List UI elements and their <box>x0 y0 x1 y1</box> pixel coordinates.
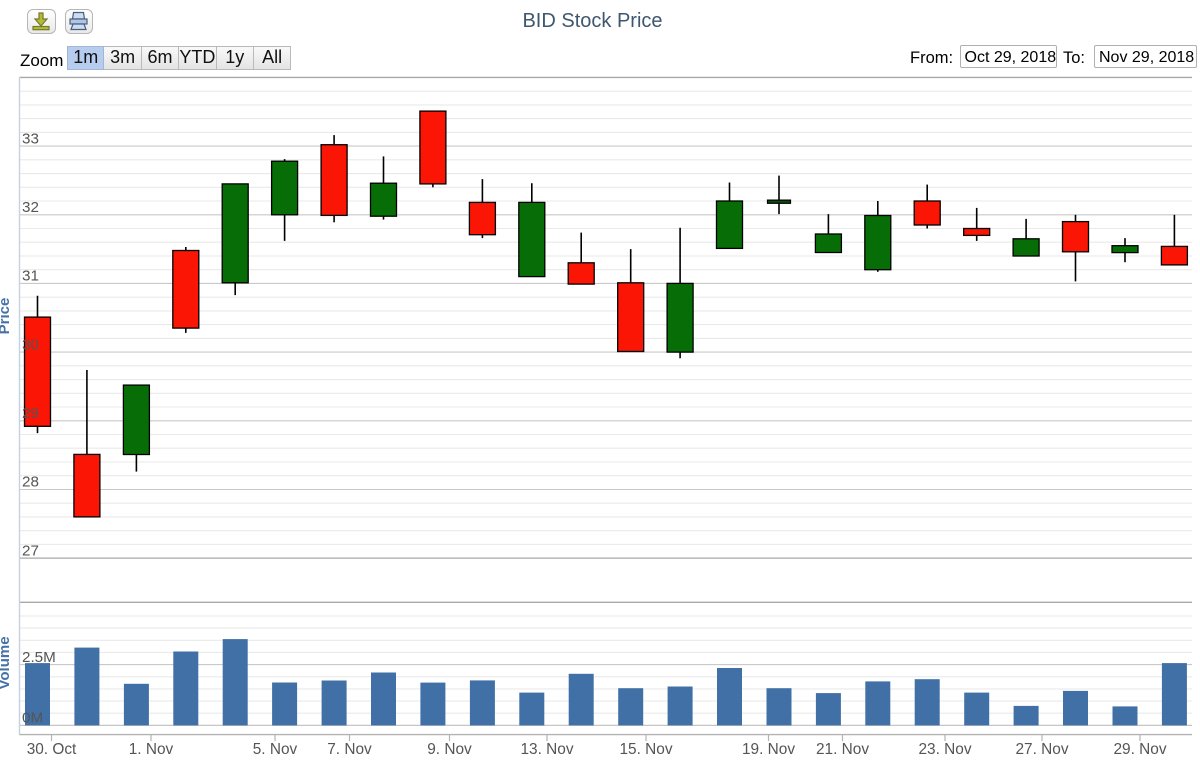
svg-text:27. Nov: 27. Nov <box>1015 741 1068 758</box>
svg-text:28: 28 <box>22 474 39 491</box>
svg-text:21. Nov: 21. Nov <box>816 741 869 758</box>
svg-text:0M: 0M <box>22 710 43 727</box>
svg-text:Price: Price <box>0 298 13 335</box>
svg-text:33: 33 <box>22 130 39 147</box>
svg-text:Volume: Volume <box>0 636 13 689</box>
svg-text:30: 30 <box>22 336 39 353</box>
svg-text:13. Nov: 13. Nov <box>520 741 573 758</box>
svg-text:5. Nov: 5. Nov <box>253 741 298 758</box>
svg-text:31: 31 <box>22 268 39 285</box>
svg-text:27: 27 <box>22 542 39 559</box>
svg-text:9. Nov: 9. Nov <box>427 741 472 758</box>
svg-text:15. Nov: 15. Nov <box>619 741 672 758</box>
svg-text:23. Nov: 23. Nov <box>918 741 971 758</box>
svg-text:30. Oct: 30. Oct <box>27 741 77 758</box>
svg-text:19. Nov: 19. Nov <box>742 741 795 758</box>
svg-text:32: 32 <box>22 199 39 216</box>
svg-text:29. Nov: 29. Nov <box>1113 741 1166 758</box>
svg-text:29: 29 <box>22 405 39 422</box>
svg-text:2.5M: 2.5M <box>22 649 56 666</box>
svg-text:1. Nov: 1. Nov <box>129 741 174 758</box>
svg-text:7. Nov: 7. Nov <box>327 741 372 758</box>
